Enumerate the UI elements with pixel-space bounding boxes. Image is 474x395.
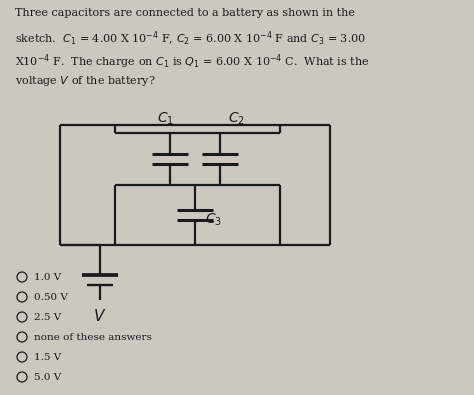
Text: $C_1$: $C_1$: [156, 111, 173, 128]
Text: X10$^{-4}$ F.  The charge on $C_1$ is $Q_1$ = 6.00 X 10$^{-4}$ C.  What is the: X10$^{-4}$ F. The charge on $C_1$ is $Q_…: [15, 52, 369, 71]
Text: 5.0 V: 5.0 V: [34, 372, 61, 382]
Text: 2.5 V: 2.5 V: [34, 312, 61, 322]
Text: $C_3$: $C_3$: [205, 212, 222, 228]
Text: 1.0 V: 1.0 V: [34, 273, 61, 282]
Text: none of these answers: none of these answers: [34, 333, 152, 342]
Text: sketch.  $C_1$ = 4.00 X 10$^{-4}$ F, $C_2$ = 6.00 X 10$^{-4}$ F and $C_3$ = 3.00: sketch. $C_1$ = 4.00 X 10$^{-4}$ F, $C_2…: [15, 30, 366, 48]
Text: Three capacitors are connected to a battery as shown in the: Three capacitors are connected to a batt…: [15, 8, 355, 18]
Text: voltage $V$ of the battery?: voltage $V$ of the battery?: [15, 74, 155, 88]
Text: $C_2$: $C_2$: [228, 111, 245, 128]
Text: 1.5 V: 1.5 V: [34, 352, 61, 361]
Text: 0.50 V: 0.50 V: [34, 293, 68, 301]
Text: $V$: $V$: [93, 308, 107, 324]
